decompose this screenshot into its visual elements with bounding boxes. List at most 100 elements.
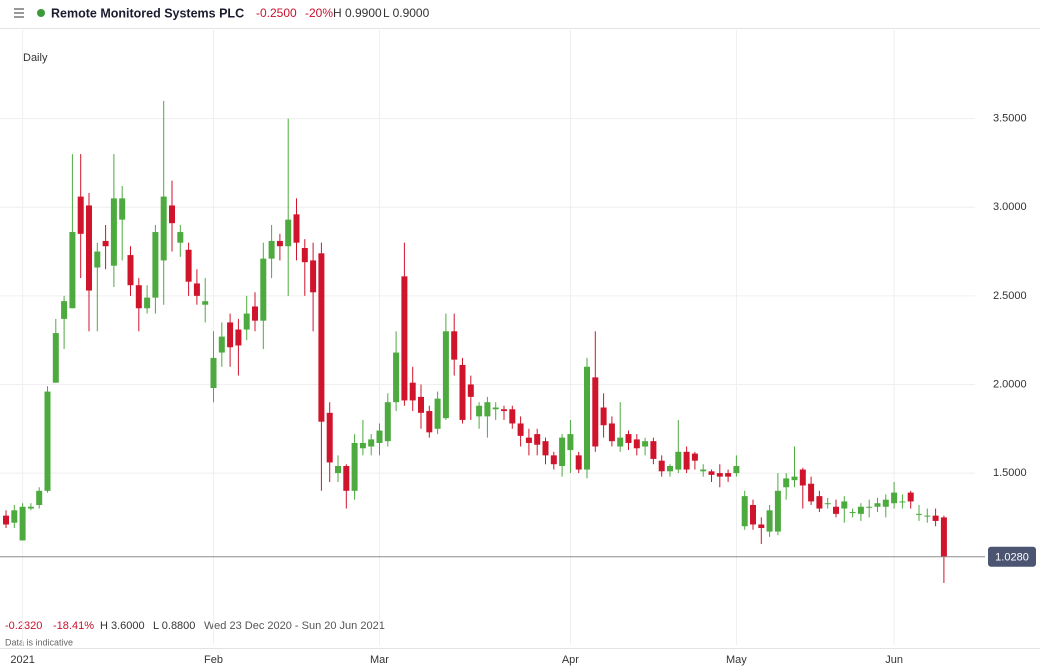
candle-body (44, 391, 51, 491)
candle-body (202, 301, 209, 305)
candle-body (243, 313, 250, 330)
candle-body (700, 469, 707, 472)
y-tick-label: 1.5000 (993, 467, 1027, 479)
last-price-label: 1.0280 (995, 552, 1029, 564)
candle-body (509, 409, 516, 424)
candle-body (882, 499, 889, 507)
candle-body (127, 255, 134, 286)
candle-body (193, 283, 200, 296)
candle-body (19, 506, 26, 541)
header-bar (0, 0, 1040, 28)
candle-body (501, 409, 507, 412)
candle-body (119, 198, 126, 220)
candle-body (525, 437, 532, 443)
candle-body (27, 506, 34, 509)
candle-body (492, 407, 499, 410)
last-price-box (988, 546, 1036, 567)
x-tick-label: Feb (204, 654, 223, 666)
y-tick-label: 2.5000 (993, 290, 1027, 302)
candle-body (426, 411, 433, 433)
candle-body (260, 258, 267, 321)
candle-body (160, 196, 167, 261)
candle-body (617, 437, 624, 447)
header-change: -0.2500 (256, 6, 297, 20)
candle-body (642, 441, 649, 447)
candle-body (758, 524, 765, 529)
candle-body (916, 513, 922, 515)
candle-body (351, 442, 358, 491)
candle-body (3, 515, 9, 525)
candle-body (401, 276, 408, 401)
candle-body (276, 240, 283, 247)
header-change-pct: -20% (305, 6, 333, 20)
footer-high: H 3.6000 (100, 620, 145, 632)
candle-body (559, 437, 566, 466)
candle-body (86, 205, 92, 291)
candle-body (650, 441, 657, 459)
x-tick-label: 2021 (10, 654, 34, 666)
candle-body (940, 517, 947, 557)
candle-body (924, 515, 931, 517)
candle-body (11, 510, 18, 523)
candle-body (633, 439, 640, 449)
candle-body (77, 196, 84, 234)
menu-icon[interactable] (14, 8, 24, 18)
candle-body (542, 441, 549, 456)
candle-body (169, 205, 175, 224)
candle-body (550, 455, 557, 465)
candle-body (866, 506, 873, 508)
date-range: Wed 23 Dec 2020 - Sun 20 Jun 2021 (204, 620, 385, 632)
candle-body (326, 412, 333, 463)
candle-body (534, 434, 541, 445)
candle-body (418, 396, 424, 413)
candle-body (69, 232, 76, 309)
candle-body (36, 490, 43, 505)
candle-body (608, 423, 615, 442)
candle-body (849, 512, 856, 514)
candle-body (442, 331, 449, 419)
interval-label: Daily (23, 52, 48, 64)
candle-body (177, 232, 184, 243)
candle-body (833, 506, 839, 514)
y-tick-label: 2.0000 (993, 378, 1027, 390)
candle-body (52, 333, 59, 383)
y-tick-label: 3.0000 (993, 201, 1027, 213)
candle-body (467, 384, 474, 397)
candle-body (359, 442, 366, 449)
candle-body (301, 247, 308, 263)
status-dot (37, 9, 45, 17)
footer-change-pct: -18.41% (53, 620, 94, 632)
candle-body (932, 515, 939, 521)
candle-body (227, 322, 234, 348)
candle-body (841, 501, 848, 509)
header-low: L 0.9000 (383, 6, 430, 20)
candle-body (857, 506, 864, 514)
candle-body (110, 198, 117, 266)
candle-body (899, 501, 906, 503)
candle-body (575, 455, 582, 470)
candle-body (285, 219, 292, 247)
candle-body (293, 214, 300, 243)
candle-body (766, 510, 773, 532)
instrument-title: Remote Monitored Systems PLC (51, 6, 244, 20)
candle-body (318, 253, 325, 422)
candle-body (600, 407, 607, 426)
x-tick-label: Jun (885, 654, 903, 666)
candle-body (335, 465, 341, 474)
data-note: Data is indicative (5, 637, 73, 647)
candle-body (816, 496, 823, 509)
x-tick-label: Mar (370, 654, 389, 666)
candle-body (658, 460, 665, 472)
candle-body (102, 240, 109, 247)
candle-body (874, 503, 881, 507)
x-tick-label: May (726, 654, 747, 666)
candle-body (584, 366, 590, 470)
candle-body (691, 453, 698, 461)
candle-body (152, 232, 159, 298)
candle-body (376, 430, 383, 443)
candle-body (791, 476, 798, 481)
candle-body (592, 377, 599, 447)
candle-body (808, 483, 815, 502)
candle-body (451, 331, 458, 360)
